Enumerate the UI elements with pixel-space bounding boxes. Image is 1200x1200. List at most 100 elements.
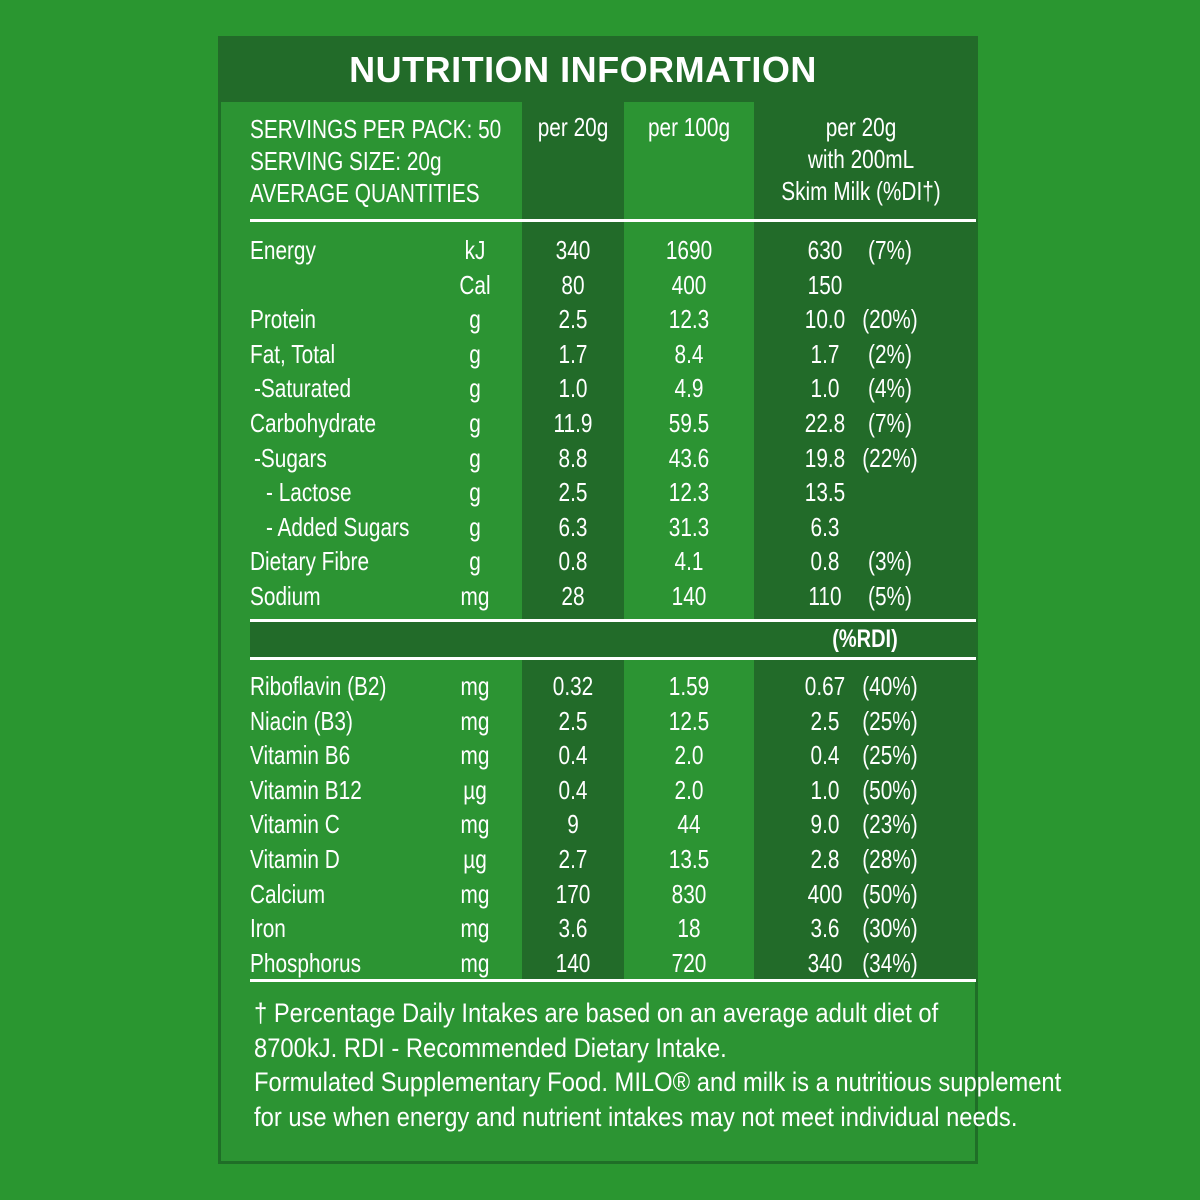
nutrient-unit: g <box>469 373 481 404</box>
value-per-100g: 12.3 <box>668 477 710 508</box>
value-per-serve: 6.3 <box>558 511 588 542</box>
value-per-serve: 2.5 <box>558 477 588 508</box>
nutrient-name: Vitamin B6 <box>250 740 351 771</box>
nutrient-unit: g <box>469 477 481 508</box>
footnote-line: for use when energy and nutrient intakes… <box>254 1101 1018 1132</box>
nutrient-unit: g <box>469 442 481 473</box>
col-header-with-milk-2: with 200mL <box>807 144 915 174</box>
value-per-100g: 8.4 <box>674 338 704 369</box>
nutrient-name: Vitamin D <box>250 844 340 874</box>
value-per-100g: 43.6 <box>668 442 710 473</box>
value-per-100g: 2.0 <box>674 740 704 771</box>
value-per-100g: 12.5 <box>668 705 710 736</box>
footnote: † Percentage Daily Intakes are based on … <box>254 996 1062 1134</box>
value-with-milk: 400 <box>807 878 843 909</box>
value-per-serve: 2.7 <box>558 844 588 874</box>
nutrient-unit: mg <box>460 947 490 978</box>
value-with-milk: 110 <box>808 581 842 611</box>
percent-daily: (34%) <box>862 947 918 978</box>
value-with-milk: 1.0 <box>810 774 840 805</box>
nutrient-unit: g <box>469 408 481 438</box>
col-header-with-milk-3: Skim Milk (%DI†) <box>781 176 941 206</box>
header-divider <box>250 219 976 222</box>
value-with-milk: 6.3 <box>810 511 840 542</box>
panel-title: NUTRITION INFORMATION <box>349 49 817 90</box>
percent-daily: (28%) <box>862 844 918 874</box>
value-with-milk: 2.8 <box>810 844 840 874</box>
footnote-line: † Percentage Daily Intakes are based on … <box>254 998 939 1028</box>
nutrient-name: Protein <box>250 304 316 335</box>
nutrient-unit: mg <box>460 705 490 736</box>
nutrient-name: Sodium <box>250 581 321 611</box>
value-per-serve: 3.6 <box>558 913 588 944</box>
value-with-milk: 1.0 <box>810 373 840 404</box>
nutrient-unit: Cal <box>459 269 491 300</box>
percent-daily: (50%) <box>862 774 918 805</box>
percent-daily: (23%) <box>862 809 918 840</box>
percent-daily: (22%) <box>862 442 918 473</box>
nutrient-name: Iron <box>250 913 286 944</box>
value-per-serve: 0.8 <box>558 546 588 577</box>
value-with-milk: 19.8 <box>804 442 846 473</box>
nutrient-name: -Saturated <box>254 373 352 404</box>
nutrient-unit: mg <box>460 581 490 611</box>
nutrient-unit: g <box>469 511 481 542</box>
value-with-milk: 0.4 <box>810 740 840 771</box>
value-per-100g: 1.59 <box>668 671 710 701</box>
nutrient-unit: g <box>469 304 481 335</box>
nutrient-name: Fat, Total <box>250 338 336 369</box>
rdi-label: (%RDI) <box>832 625 898 653</box>
value-per-serve: 0.4 <box>558 740 588 771</box>
value-per-100g: 59.5 <box>668 408 710 438</box>
value-with-milk: 13.5 <box>804 477 846 508</box>
percent-daily: (4%) <box>868 373 912 404</box>
value-per-serve: 1.0 <box>558 373 588 404</box>
nutrient-unit: µg <box>463 844 487 874</box>
nutrient-unit: kJ <box>464 235 486 265</box>
nutrient-unit: g <box>469 546 481 577</box>
title-bar <box>218 36 978 102</box>
value-per-100g: 2.0 <box>674 774 704 805</box>
percent-daily: (25%) <box>862 740 918 771</box>
value-per-serve: 140 <box>555 947 591 978</box>
nutrient-name: - Lactose <box>266 477 352 508</box>
value-with-milk: 630 <box>807 235 843 265</box>
nutrient-unit: g <box>469 338 481 369</box>
value-per-serve: 80 <box>561 269 585 300</box>
rdi-divider-top <box>250 619 976 622</box>
average-quantities: AVERAGE QUANTITIES <box>250 178 480 208</box>
value-per-100g: 720 <box>671 947 707 978</box>
nutrient-name: Vitamin B12 <box>250 774 362 805</box>
value-with-milk: 0.67 <box>804 671 846 701</box>
value-per-100g: 13.5 <box>668 844 710 874</box>
percent-daily: (7%) <box>868 235 912 265</box>
nutrient-name: Carbohydrate <box>250 408 377 438</box>
percent-daily: (2%) <box>868 338 912 369</box>
value-per-100g: 400 <box>671 269 707 300</box>
nutrient-name: Calcium <box>250 878 326 909</box>
value-per-serve: 2.5 <box>558 705 588 736</box>
nutrient-unit: mg <box>460 878 490 909</box>
value-per-serve: 0.4 <box>558 774 588 805</box>
value-with-milk: 340 <box>807 947 843 978</box>
value-per-100g: 140 <box>671 581 707 611</box>
value-per-serve: 340 <box>555 235 591 265</box>
rdi-band <box>250 621 976 658</box>
nutrient-name: Vitamin C <box>250 809 340 840</box>
value-per-100g: 4.9 <box>674 373 704 404</box>
percent-daily: (25%) <box>862 705 918 736</box>
percent-daily: (20%) <box>862 304 918 335</box>
nutrient-unit: mg <box>460 740 490 771</box>
serving-size: SERVING SIZE: 20g <box>250 146 442 176</box>
value-with-milk: 22.8 <box>804 408 846 438</box>
nutrient-name: Dietary Fibre <box>250 546 370 577</box>
nutrient-name: - Added Sugars <box>266 511 410 542</box>
footnote-divider <box>250 979 976 982</box>
value-with-milk: 150 <box>807 269 843 300</box>
footnote-line: Formulated Supplementary Food. MILO® and… <box>254 1067 1062 1097</box>
nutrient-unit: mg <box>460 913 490 944</box>
nutrient-name: -Sugars <box>254 442 327 473</box>
value-per-100g: 44 <box>677 809 701 840</box>
with-milk-column-bg <box>754 102 976 981</box>
value-with-milk: 0.8 <box>810 546 840 577</box>
